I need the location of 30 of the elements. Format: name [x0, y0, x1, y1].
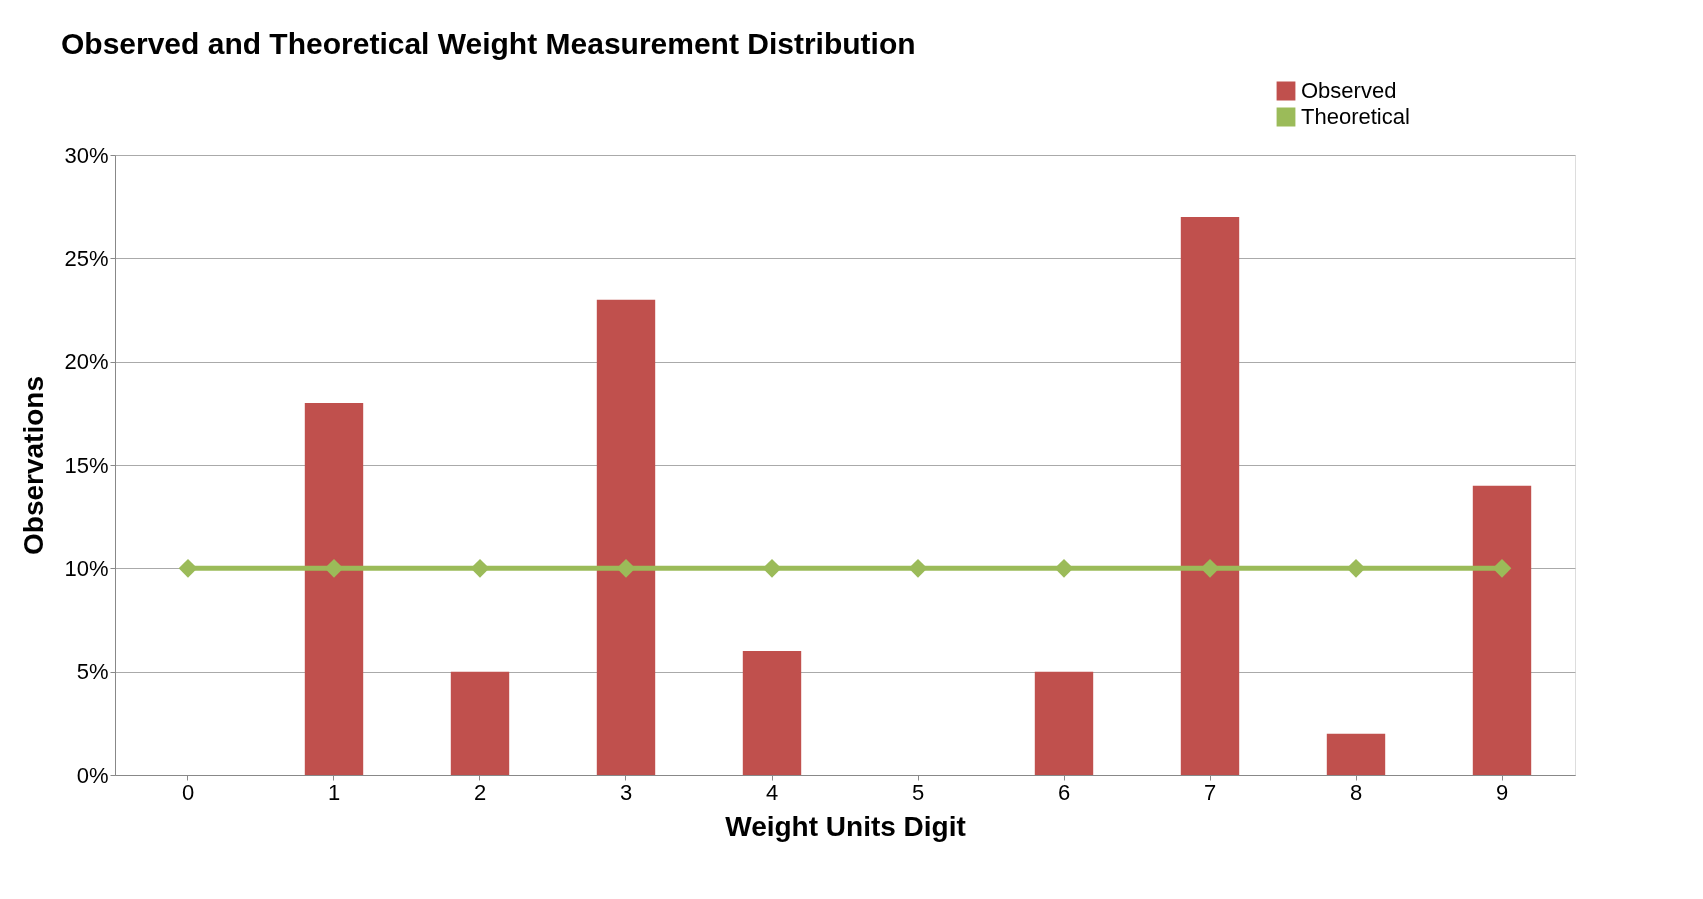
- x-tick-label: 4: [765, 779, 779, 805]
- y-tick-label: 10%: [64, 555, 109, 581]
- x-tick-label: 9: [1495, 779, 1509, 805]
- x-axis-title: Weight Units Digit: [725, 810, 966, 842]
- y-tick-label: 20%: [64, 349, 109, 375]
- bar: [1472, 485, 1532, 775]
- x-tick-label: 8: [1349, 779, 1363, 805]
- y-tick-label: 25%: [64, 245, 109, 271]
- x-tick-label: 6: [1057, 779, 1071, 805]
- y-tick-label: 0%: [76, 762, 109, 788]
- chart-title: Observed and Theoretical Weight Measurement Distribution: [60, 27, 916, 60]
- legend-label: Observed: [1301, 78, 1397, 103]
- y-tick-label: 15%: [64, 452, 109, 478]
- bar: [1180, 217, 1240, 775]
- x-tick-label: 1: [327, 779, 341, 805]
- x-tick-label: 2: [473, 779, 487, 805]
- x-tick-label: 5: [911, 779, 925, 805]
- bar: [1326, 733, 1386, 775]
- x-tick-label: 7: [1203, 779, 1217, 805]
- y-tick-label: 5%: [76, 659, 109, 685]
- bar: [742, 651, 802, 775]
- bar: [450, 671, 510, 775]
- y-tick-label: 30%: [64, 142, 109, 168]
- bar: [596, 299, 656, 775]
- legend-label: Theoretical: [1301, 104, 1410, 129]
- y-axis-title: Observations: [18, 376, 50, 555]
- x-tick-label: 0: [181, 779, 195, 805]
- x-tick-label: 3: [619, 779, 633, 805]
- bar: [1034, 671, 1094, 775]
- bar: [304, 403, 364, 775]
